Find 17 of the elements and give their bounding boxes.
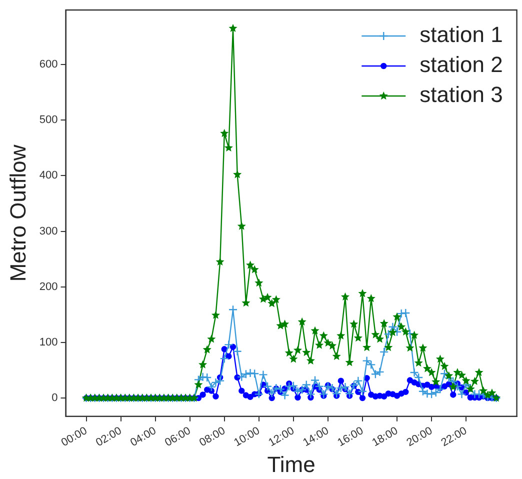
- legend-label: station 2: [420, 52, 503, 78]
- x-axis-title: Time: [267, 452, 316, 477]
- y-tick-label: 200: [39, 280, 58, 293]
- x-tick-label: 06:00: [163, 424, 193, 450]
- x-tick-label: 08:00: [198, 424, 228, 450]
- x-tick-label: 00:00: [59, 424, 90, 450]
- y-tick-label: 100: [39, 336, 58, 348]
- legend-label: station 1: [420, 22, 503, 48]
- y-tick-label: 300: [39, 225, 58, 238]
- y-tick-label: 400: [39, 170, 58, 182]
- y-tick-label: 600: [39, 58, 58, 71]
- x-tick-label: 04:00: [128, 424, 158, 450]
- x-tick-label: 02:00: [94, 424, 124, 450]
- legend-label: station 3: [420, 82, 503, 108]
- y-tick-label: 0: [52, 392, 58, 404]
- y-axis-title: Metro Outflow: [5, 144, 30, 282]
- y-tick-label: 500: [39, 114, 58, 126]
